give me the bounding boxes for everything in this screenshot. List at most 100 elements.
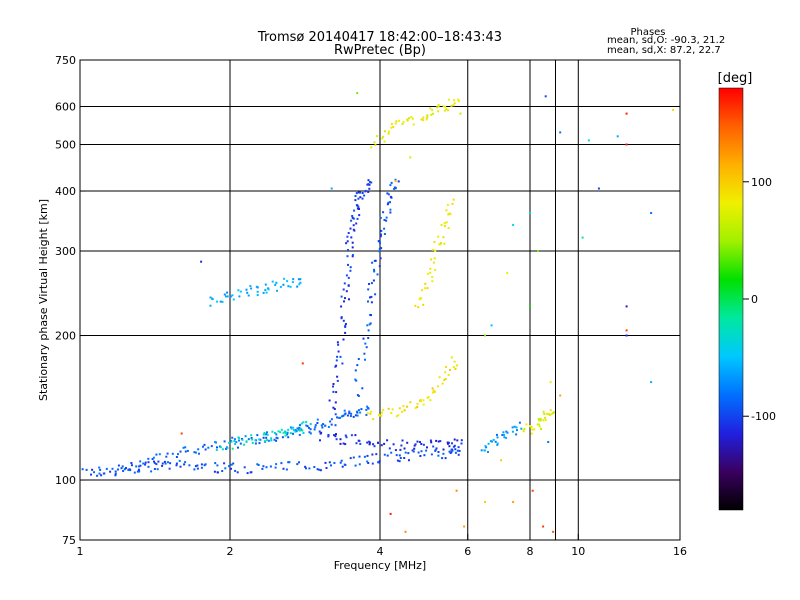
data-point bbox=[430, 113, 433, 116]
data-point bbox=[542, 419, 545, 422]
data-point bbox=[289, 426, 292, 429]
data-point bbox=[155, 463, 158, 466]
data-point bbox=[305, 421, 308, 424]
data-point bbox=[443, 242, 446, 245]
data-point bbox=[298, 461, 300, 464]
data-point bbox=[320, 424, 323, 427]
data-point bbox=[276, 437, 279, 440]
data-point bbox=[275, 433, 278, 436]
data-point bbox=[250, 434, 253, 437]
data-point bbox=[237, 289, 240, 292]
data-point bbox=[390, 123, 393, 125]
data-point bbox=[188, 464, 191, 467]
data-point bbox=[175, 464, 178, 467]
data-point bbox=[511, 430, 514, 433]
data-point bbox=[210, 445, 213, 448]
x-tick-label: 4 bbox=[377, 545, 384, 558]
data-point bbox=[164, 462, 167, 465]
data-point bbox=[117, 468, 119, 471]
phases-title: Phases bbox=[630, 27, 665, 38]
data-point bbox=[336, 375, 339, 378]
data-point bbox=[340, 415, 343, 418]
data-point bbox=[103, 472, 106, 475]
data-point bbox=[193, 451, 196, 454]
data-point bbox=[342, 338, 345, 341]
data-point bbox=[358, 455, 361, 458]
data-point bbox=[456, 449, 459, 452]
data-point bbox=[367, 407, 370, 410]
data-point bbox=[175, 456, 178, 458]
data-point bbox=[414, 443, 417, 446]
data-point bbox=[456, 439, 459, 442]
data-point bbox=[487, 451, 489, 453]
data-point bbox=[195, 451, 197, 454]
data-point bbox=[406, 441, 409, 444]
data-point bbox=[282, 283, 285, 286]
data-point bbox=[163, 460, 166, 463]
data-point bbox=[232, 462, 235, 465]
data-point bbox=[455, 489, 458, 492]
data-point bbox=[225, 295, 227, 298]
data-point bbox=[448, 445, 451, 448]
data-point bbox=[348, 410, 351, 413]
data-point bbox=[402, 121, 405, 124]
data-point bbox=[91, 468, 94, 471]
data-point bbox=[378, 414, 380, 416]
data-point bbox=[349, 227, 352, 230]
data-point bbox=[426, 272, 429, 275]
data-point bbox=[453, 99, 456, 102]
data-point bbox=[443, 109, 446, 112]
data-point bbox=[209, 304, 212, 307]
data-point bbox=[342, 442, 345, 445]
data-point bbox=[383, 442, 386, 445]
data-point bbox=[442, 448, 445, 451]
data-point bbox=[266, 431, 268, 434]
data-point bbox=[281, 436, 284, 439]
data-point bbox=[357, 197, 360, 200]
data-point bbox=[454, 368, 457, 370]
data-point bbox=[367, 329, 370, 332]
data-point bbox=[114, 470, 117, 473]
data-point bbox=[538, 419, 541, 422]
data-point bbox=[348, 298, 350, 301]
data-point bbox=[123, 468, 126, 471]
data-point bbox=[304, 465, 307, 468]
data-point bbox=[274, 432, 276, 434]
data-point bbox=[298, 426, 301, 429]
plot-area bbox=[80, 60, 680, 540]
data-point bbox=[372, 418, 375, 421]
data-point bbox=[457, 446, 460, 449]
data-point bbox=[262, 291, 265, 294]
data-point bbox=[442, 236, 445, 239]
data-point bbox=[549, 381, 552, 384]
data-point bbox=[247, 294, 250, 297]
data-point bbox=[401, 410, 404, 413]
data-point bbox=[511, 426, 514, 429]
data-point bbox=[419, 399, 422, 402]
data-point bbox=[233, 440, 236, 442]
data-point bbox=[458, 449, 461, 452]
data-point bbox=[443, 225, 446, 228]
data-point bbox=[409, 156, 412, 159]
data-point bbox=[522, 429, 525, 432]
data-point bbox=[351, 241, 354, 244]
data-point bbox=[275, 439, 278, 442]
x-tick-label: 10 bbox=[571, 545, 585, 558]
data-point bbox=[463, 525, 466, 528]
data-point bbox=[346, 414, 349, 417]
x-tick-label: 1 bbox=[77, 545, 84, 558]
data-point bbox=[543, 413, 546, 415]
data-point bbox=[409, 401, 412, 404]
data-point bbox=[426, 446, 428, 449]
data-point bbox=[270, 437, 273, 440]
data-point bbox=[552, 411, 555, 414]
data-point bbox=[335, 438, 338, 441]
data-point bbox=[287, 285, 290, 288]
data-point bbox=[392, 443, 395, 446]
data-point bbox=[370, 282, 373, 285]
data-point bbox=[330, 418, 333, 421]
data-point bbox=[443, 379, 446, 382]
data-point bbox=[367, 300, 369, 303]
data-point bbox=[336, 416, 339, 419]
data-point bbox=[404, 451, 407, 454]
